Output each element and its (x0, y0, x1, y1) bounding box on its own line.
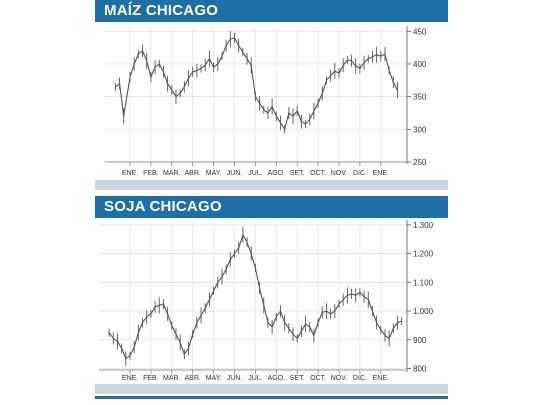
soja-x-tick-label: MAY. (206, 375, 222, 382)
soja-x-tick-label: FEB. (143, 375, 159, 382)
maiz-x-tick-label: SET. (290, 170, 305, 177)
maiz-x-tick-label: ENE. (373, 170, 389, 177)
soja-chart-title: SOJA CHICAGO (95, 196, 448, 218)
maiz-x-tick-label: FEB. (143, 170, 159, 177)
maiz-x-tick-label: ABR. (185, 170, 201, 177)
soja-chart-panel: SOJA CHICAGO 800 900 1.000 1.100 1.200 1.300 E… (95, 196, 448, 405)
soja-chart-plot: 800 900 1.000 1.100 1.200 1.300 ENE. FEB. MAR. AB… (95, 218, 448, 382)
maiz-y-tick-label: 400 (413, 60, 427, 69)
maiz-x-tick-label: JUN. (227, 170, 243, 177)
maiz-chart-title: MAÍZ CHICAGO (95, 0, 448, 22)
soja-x-tick-label: JUL. (248, 375, 262, 382)
soja-y-tick-label: 900 (413, 336, 427, 345)
maiz-x-tick-label: AGO. (268, 170, 286, 177)
soja-x-tick-label: ENE. (122, 375, 138, 382)
maiz-x-tick-label: NOV. (331, 170, 348, 177)
soja-x-tick-label: ABR. (185, 375, 201, 382)
maiz-x-tick-label: MAY. (206, 170, 222, 177)
soja-x-tick-label: ENE. (373, 375, 389, 382)
soja-x-tick-label: NOV. (331, 375, 348, 382)
soja-y-tick-label: 800 (413, 365, 427, 374)
soja-x-tick-label: AGO. (268, 375, 286, 382)
soja-x-tick-label: DIC. (353, 375, 367, 382)
maiz-y-tick-label: 300 (413, 125, 427, 134)
soja-x-axis-band (95, 384, 448, 394)
maiz-x-axis-band (95, 180, 448, 190)
maiz-chart-panel: MAÍZ CHICAGO 250 300 350 400 450 ENE. FEB. MAR.… (95, 0, 448, 196)
maiz-y-tick-label: 350 (413, 93, 427, 102)
maiz-x-tick-label: DIC. (353, 170, 367, 177)
maiz-x-tick-label: OCT. (310, 170, 326, 177)
maiz-chart-plot: 250 300 350 400 450 ENE. FEB. MAR. ABR. MAY. JUN. J… (95, 22, 448, 177)
soja-x-tick-label: OCT. (310, 375, 326, 382)
soja-y-tick-label: 1.000 (413, 307, 434, 316)
maiz-plot-background (95, 22, 448, 166)
maiz-y-tick-label: 250 (413, 158, 427, 167)
soja-y-tick-label: 1.200 (413, 250, 434, 259)
soja-bottom-rule (95, 396, 448, 399)
soja-x-tick-label: MAR. (163, 375, 181, 382)
soja-plot-background (95, 218, 448, 374)
soja-y-tick-label: 1.100 (413, 278, 434, 287)
soja-x-tick-label: SET. (290, 375, 305, 382)
maiz-x-tick-label: JUL. (248, 170, 262, 177)
maiz-x-tick-label: ENE. (122, 170, 138, 177)
maiz-series-line (115, 37, 398, 131)
soja-y-tick-label: 1.300 (413, 221, 434, 230)
soja-x-tick-label: JUN. (227, 375, 243, 382)
maiz-x-tick-label: MAR. (163, 170, 181, 177)
maiz-y-tick-label: 450 (413, 27, 427, 36)
